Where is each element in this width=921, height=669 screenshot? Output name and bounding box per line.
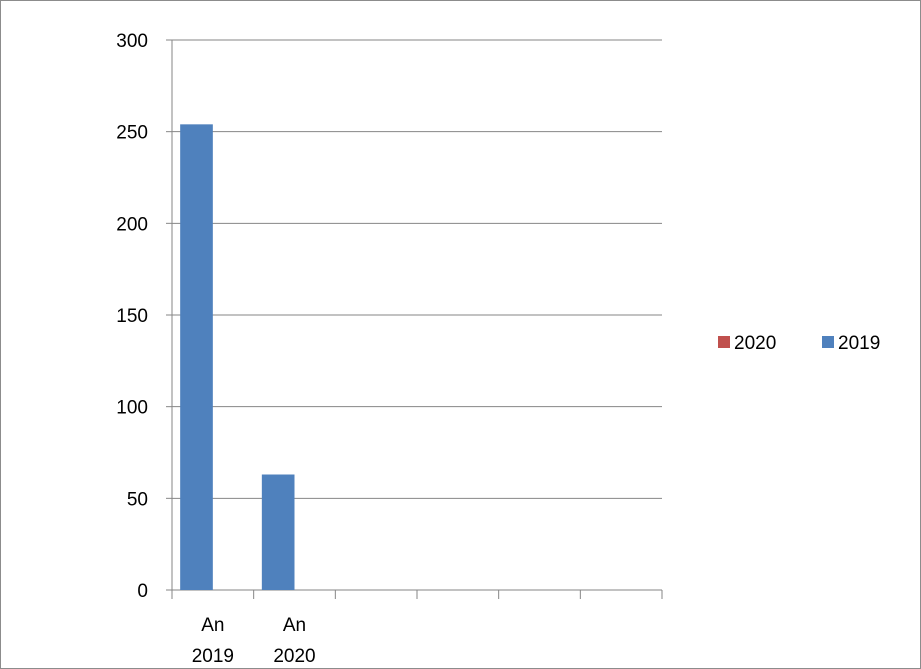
legend-label-2019: 2019 [838, 333, 880, 354]
x-tick-label: 2019 [192, 646, 234, 667]
y-tick-label: 250 [116, 123, 148, 144]
y-tick-label: 150 [116, 306, 148, 327]
y-tick-label: 50 [127, 489, 148, 510]
x-ticks: An 2019 An 2020 [171, 590, 663, 667]
x-tick-label: An [283, 615, 306, 636]
legend-label-2020: 2020 [734, 333, 776, 354]
y-tick-label: 100 [116, 398, 148, 419]
bar-2019-0 [180, 124, 213, 590]
legend: 2020 2019 [718, 333, 880, 354]
y-ticks: 0 50 100 150 200 250 300 [116, 31, 172, 602]
y-tick-label: 0 [137, 581, 148, 602]
legend-swatch-2020 [718, 336, 730, 348]
y-tick-label: 200 [116, 214, 148, 235]
x-tick-label: An [201, 615, 224, 636]
bars [180, 124, 295, 590]
legend-swatch-2019 [822, 336, 834, 348]
gridlines [172, 39, 662, 499]
x-tick-label: 2020 [273, 646, 315, 667]
y-tick-label: 300 [116, 31, 148, 52]
bar-2019-1 [261, 474, 295, 590]
